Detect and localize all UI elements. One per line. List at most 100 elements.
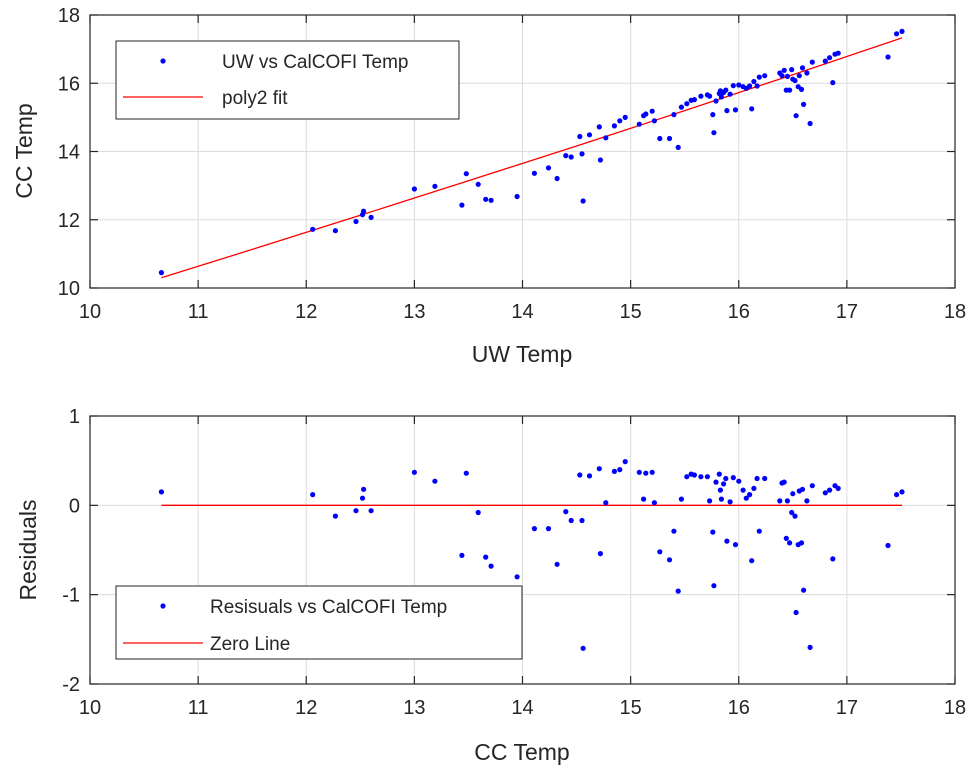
bottom-data-point bbox=[657, 549, 663, 555]
top-data-point bbox=[789, 67, 795, 73]
top-data-point bbox=[830, 80, 836, 86]
bottom-data-point bbox=[577, 472, 583, 478]
top-data-point bbox=[727, 91, 733, 97]
top-legend: UW vs CalCOFI Temp poly2 fit bbox=[115, 40, 460, 120]
top-data-point bbox=[577, 133, 583, 140]
top-data-point bbox=[801, 101, 807, 107]
bottom-data-point bbox=[718, 496, 725, 502]
top-data-point bbox=[798, 86, 805, 92]
bottom-data-point bbox=[784, 498, 791, 504]
top-data-point bbox=[657, 135, 663, 142]
top-data-point bbox=[756, 74, 762, 80]
top-data-point bbox=[488, 197, 494, 203]
top-data-point bbox=[459, 202, 465, 208]
top-xtick-label: 18 bbox=[944, 301, 966, 323]
bottom-xtick-label: 18 bbox=[944, 697, 966, 719]
bottom-data-point bbox=[596, 466, 602, 472]
top-data-point bbox=[827, 55, 833, 61]
top-ytick-label: 16 bbox=[58, 73, 80, 95]
bottom-data-point bbox=[649, 469, 655, 475]
bottom-data-point bbox=[475, 509, 481, 516]
bottom-data-point bbox=[751, 485, 757, 491]
bottom-series bbox=[158, 459, 905, 651]
bottom-data-point bbox=[781, 479, 787, 485]
bottom-data-point bbox=[310, 492, 316, 498]
bottom-data-point bbox=[411, 469, 417, 475]
bottom-ticks: 10 11 12 13 14 15 16 17 18 -2 -1 0 1 bbox=[62, 406, 966, 719]
bottom-data-point bbox=[804, 498, 810, 504]
top-data-point bbox=[807, 120, 813, 127]
bottom-data-point bbox=[717, 487, 724, 493]
top-ytick-label: 10 bbox=[58, 278, 80, 300]
top-data-point bbox=[710, 112, 716, 118]
top-data-point bbox=[793, 113, 799, 119]
top-data-point bbox=[651, 118, 658, 124]
bottom-xtick-label: 14 bbox=[511, 697, 533, 719]
bottom-xtick-label: 10 bbox=[79, 697, 101, 719]
top-data-point bbox=[617, 118, 623, 124]
top-legend-entry-2: poly2 fit bbox=[222, 88, 288, 109]
bottom-legend-box bbox=[115, 585, 523, 660]
top-data-point bbox=[835, 50, 841, 56]
top-xtick-label: 12 bbox=[295, 301, 317, 323]
bottom-data-point bbox=[710, 529, 716, 535]
top-xtick-label: 17 bbox=[836, 301, 858, 323]
bottom-data-point bbox=[586, 473, 593, 479]
top-data-point bbox=[822, 58, 828, 64]
bottom-xtick-label: 15 bbox=[620, 697, 642, 719]
bottom-ylabel: Residuals bbox=[15, 500, 41, 601]
top-data-point bbox=[781, 67, 787, 73]
top-xtick-label: 11 bbox=[188, 301, 209, 323]
bottom-data-point bbox=[787, 540, 793, 546]
bottom-data-point bbox=[707, 498, 713, 504]
top-data-point bbox=[597, 157, 604, 163]
bottom-data-point bbox=[636, 469, 642, 475]
top-data-point bbox=[754, 83, 760, 89]
top-data-point bbox=[361, 208, 367, 214]
top-data-point bbox=[636, 121, 642, 127]
bottom-legend: Resisuals vs CalCOFI Temp Zero Line bbox=[115, 585, 523, 660]
bottom-data-point bbox=[809, 483, 815, 489]
top-data-point bbox=[596, 124, 602, 130]
top-ytick-label: 12 bbox=[58, 210, 80, 232]
top-data-point bbox=[563, 153, 569, 159]
top-data-point bbox=[514, 193, 520, 200]
bottom-plot: 10 11 12 13 14 15 16 17 18 -2 -1 0 1 CC Temp Residua… bbox=[15, 406, 966, 765]
bottom-data-point bbox=[830, 556, 836, 562]
top-xtick-label: 16 bbox=[728, 301, 750, 323]
top-data-point bbox=[894, 31, 900, 37]
bottom-data-point bbox=[721, 481, 727, 487]
bottom-data-point bbox=[158, 489, 164, 495]
top-data-point bbox=[310, 226, 316, 232]
top-data-point bbox=[762, 73, 768, 79]
bottom-data-point bbox=[727, 499, 733, 505]
top-xlabel: UW Temp bbox=[472, 341, 573, 367]
bottom-data-point bbox=[666, 557, 673, 563]
top-xtick-label: 14 bbox=[511, 301, 533, 323]
bottom-data-point bbox=[432, 478, 438, 484]
bottom-data-point bbox=[678, 496, 685, 502]
top-data-point bbox=[586, 132, 593, 138]
bottom-legend-entry-2: Zero Line bbox=[210, 634, 290, 655]
bottom-data-point bbox=[563, 509, 569, 515]
top-legend-box bbox=[115, 40, 460, 120]
bottom-data-point bbox=[514, 574, 520, 580]
top-data-point bbox=[643, 111, 649, 117]
bottom-data-point bbox=[827, 487, 833, 493]
bottom-xtick-label: 11 bbox=[188, 697, 209, 719]
bottom-xtick-label: 17 bbox=[836, 697, 858, 719]
bottom-data-point bbox=[579, 517, 585, 524]
bottom-data-point bbox=[716, 471, 722, 477]
top-plot: 10 11 12 13 14 15 16 17 18 10 12 14 16 18 UW Temp CC … bbox=[11, 5, 966, 367]
bottom-xtick-label: 16 bbox=[728, 697, 750, 719]
bottom-data-point bbox=[641, 496, 647, 502]
bottom-data-point bbox=[704, 474, 711, 480]
bottom-data-point bbox=[368, 508, 374, 514]
bottom-data-point bbox=[597, 551, 604, 557]
bottom-data-point bbox=[749, 558, 755, 564]
bottom-data-point bbox=[488, 563, 494, 569]
bottom-data-point bbox=[361, 486, 367, 492]
bottom-data-point bbox=[723, 475, 729, 482]
top-legend-entry-1: UW vs CalCOFI Temp bbox=[222, 52, 409, 73]
top-fit-line bbox=[161, 37, 903, 279]
